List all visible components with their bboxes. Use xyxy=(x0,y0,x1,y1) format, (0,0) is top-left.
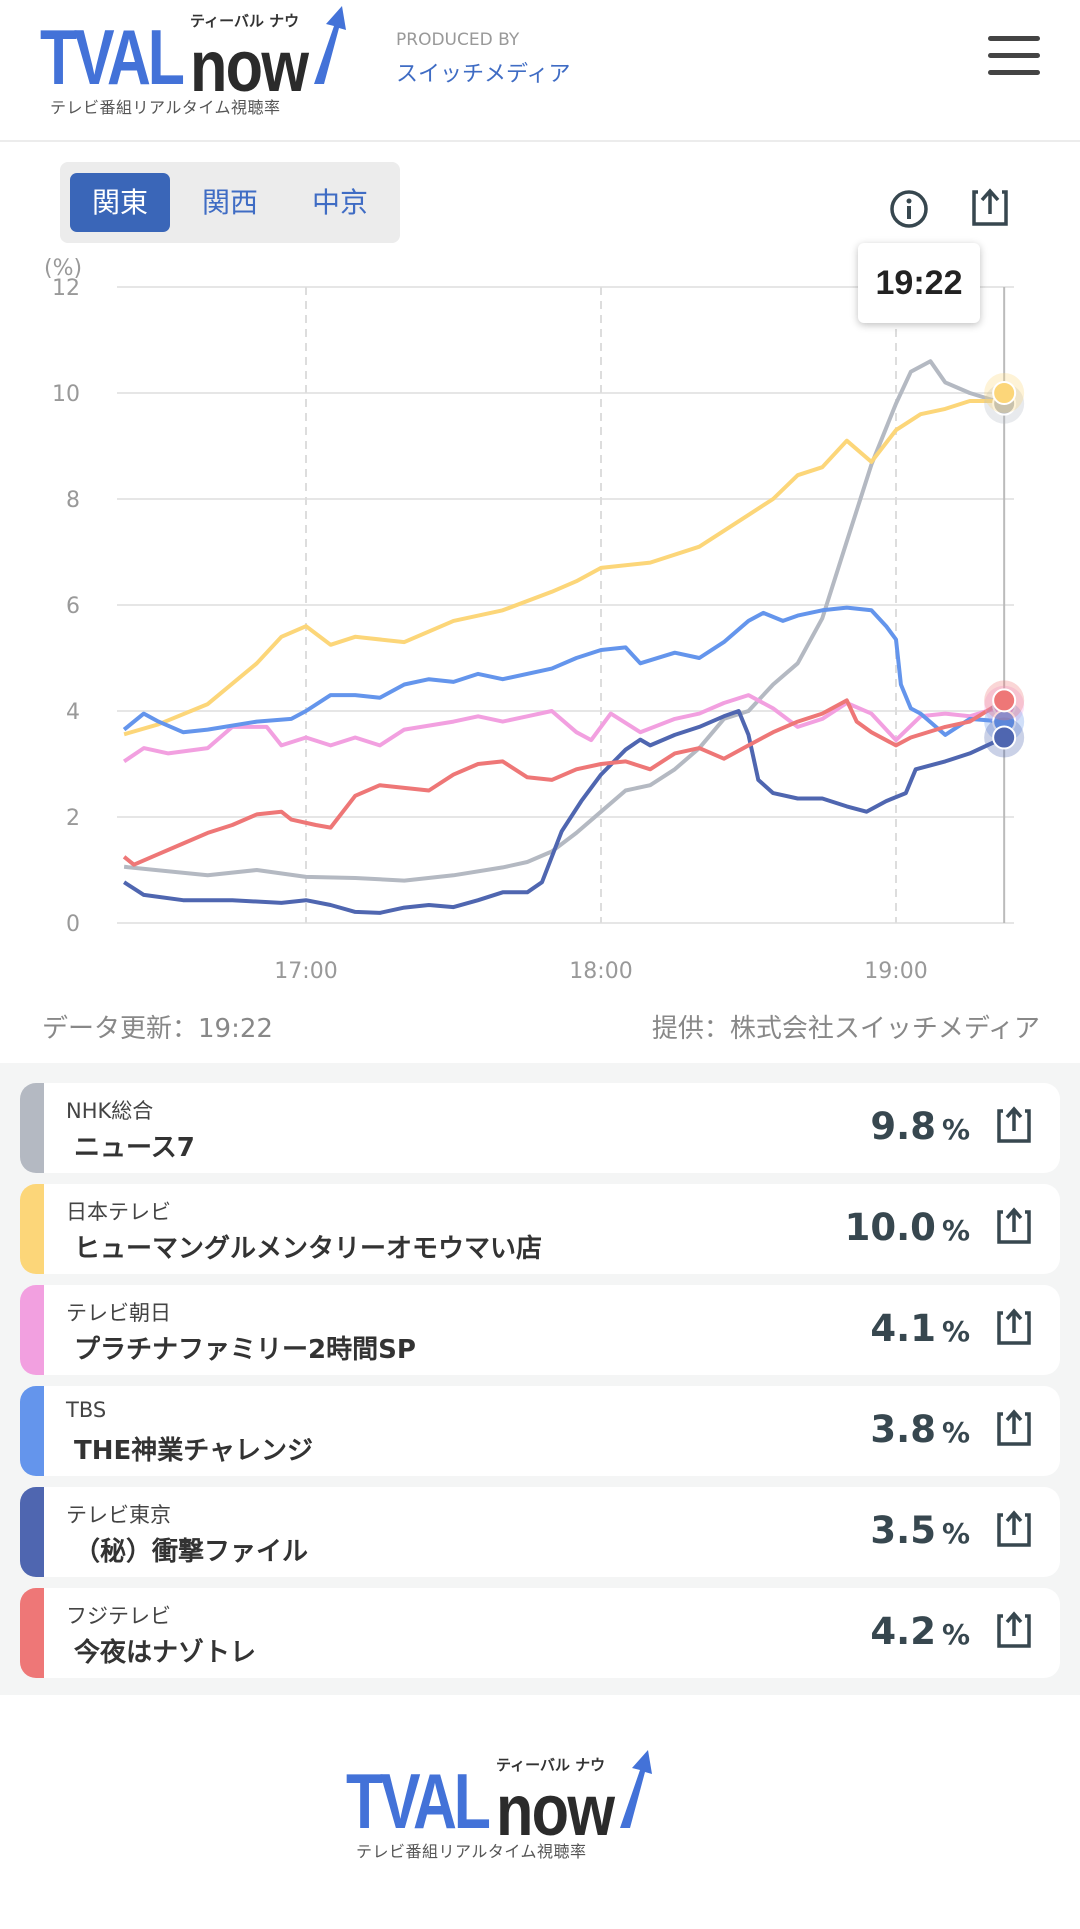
series-line-TBS xyxy=(122,605,1005,737)
data-credit: 提供：株式会社スイッチメディア xyxy=(651,1014,1040,1044)
hamburger-menu-icon[interactable] xyxy=(988,36,1040,80)
rating-card[interactable]: NHK総合 ニュース7 9.8% xyxy=(20,1083,1060,1173)
arrow-up-icon xyxy=(314,6,346,84)
y-tick-label: 0 xyxy=(66,912,80,937)
data-update-time: データ更新：19:22 xyxy=(42,1014,273,1044)
tab-kansai[interactable]: 関西 xyxy=(201,186,258,219)
y-tick-label: 4 xyxy=(66,700,80,725)
tab-kanto[interactable]: 関東 xyxy=(70,173,170,232)
share-icon[interactable] xyxy=(994,1105,1034,1147)
header: TVAL now ティーバル ナウ テレビ番組リアルタイム視聴率 PRODUCED… xyxy=(0,0,1080,142)
producer-name[interactable]: スイッチメディア xyxy=(396,62,571,87)
share-icon[interactable] xyxy=(968,186,1012,230)
rating-value: 3.8% xyxy=(870,1408,970,1451)
share-icon[interactable] xyxy=(994,1206,1034,1248)
ratings-line-chart: 0 2 4 6 8 10 12(%) 17:00 18:00 19:00 xyxy=(44,256,1025,984)
channel-color-strip xyxy=(20,1588,44,1678)
series-line-日本テレビ xyxy=(123,391,1006,737)
rating-value: 10.0% xyxy=(844,1206,970,1249)
channel-name: テレビ東京 xyxy=(66,1503,171,1527)
series-line-テレビ東京 xyxy=(123,709,1006,915)
channel-name: 日本テレビ xyxy=(66,1200,171,1224)
rating-card[interactable]: テレビ東京 （秘）衝撃ファイル 3.5% xyxy=(20,1487,1060,1577)
series-line-テレビ朝日 xyxy=(122,693,1005,764)
rating-card[interactable]: フジテレビ 今夜はナゾトレ 4.2% xyxy=(20,1588,1060,1678)
y-tick-label: 8 xyxy=(66,488,80,513)
channel-color-strip xyxy=(20,1285,44,1375)
info-icon[interactable] xyxy=(888,188,930,230)
channel-color-strip xyxy=(20,1487,44,1577)
x-tick-label: 18:00 xyxy=(569,959,632,984)
tab-chukyo[interactable]: 中京 xyxy=(311,186,368,219)
tvalnow-logo[interactable]: TVAL now ティーバル ナウ テレビ番組リアルタイム視聴率 xyxy=(40,6,350,126)
share-icon[interactable] xyxy=(994,1509,1034,1551)
y-axis-unit: (%) xyxy=(44,256,82,281)
series-line-NHK総合 xyxy=(123,359,1005,883)
program-title: THE神業チャレンジ xyxy=(74,1436,313,1466)
program-title: ヒューマングルメンタリーオモウマい店 xyxy=(74,1234,543,1264)
program-title: ニュース7 xyxy=(74,1133,195,1163)
program-title: （秘）衝撃ファイル xyxy=(74,1537,309,1567)
channel-name: フジテレビ xyxy=(66,1604,171,1628)
rating-value: 3.5% xyxy=(870,1509,970,1552)
share-icon[interactable] xyxy=(994,1307,1034,1349)
rating-value: 4.1% xyxy=(870,1307,970,1350)
footer-tvalnow-logo[interactable]: TVAL now ティーバル ナウ テレビ番組リアルタイム視聴率 xyxy=(346,1750,656,1870)
rating-card[interactable]: 日本テレビ ヒューマングルメンタリーオモウマい店 10.0% xyxy=(20,1184,1060,1274)
share-icon[interactable] xyxy=(994,1610,1034,1652)
region-tabs: 関東 関西 中京 xyxy=(60,162,400,243)
channel-color-strip xyxy=(20,1386,44,1476)
y-tick-label: 2 xyxy=(66,806,80,831)
rating-value: 9.8% xyxy=(870,1105,970,1148)
channel-color-strip xyxy=(20,1083,44,1173)
program-title: プラチナファミリー2時間SP xyxy=(74,1335,416,1365)
channel-name: NHK総合 xyxy=(66,1099,154,1123)
time-tooltip: 19:22 xyxy=(858,243,980,323)
series-line-フジテレビ xyxy=(122,698,1006,867)
y-tick-label: 12 xyxy=(52,276,80,301)
x-tick-label: 17:00 xyxy=(274,959,337,984)
channel-color-strip xyxy=(20,1184,44,1274)
rating-card[interactable]: TBS THE神業チャレンジ 3.8% xyxy=(20,1386,1060,1476)
share-icon[interactable] xyxy=(994,1408,1034,1450)
series-end-dot xyxy=(992,688,1017,713)
series-end-dot xyxy=(992,381,1017,405)
y-tick-label: 6 xyxy=(66,594,80,619)
y-tick-label: 10 xyxy=(52,382,80,407)
x-tick-label: 19:00 xyxy=(864,959,927,984)
channel-name: TBS xyxy=(66,1398,107,1422)
produced-by-label: PRODUCED BY xyxy=(396,30,520,50)
rating-card[interactable]: テレビ朝日 プラチナファミリー2時間SP 4.1% xyxy=(20,1285,1060,1375)
series-end-dot xyxy=(992,725,1017,750)
program-title: 今夜はナゾトレ xyxy=(74,1638,257,1668)
arrow-up-icon xyxy=(620,1750,652,1828)
rating-value: 4.2% xyxy=(870,1610,970,1653)
channel-name: テレビ朝日 xyxy=(66,1301,171,1325)
